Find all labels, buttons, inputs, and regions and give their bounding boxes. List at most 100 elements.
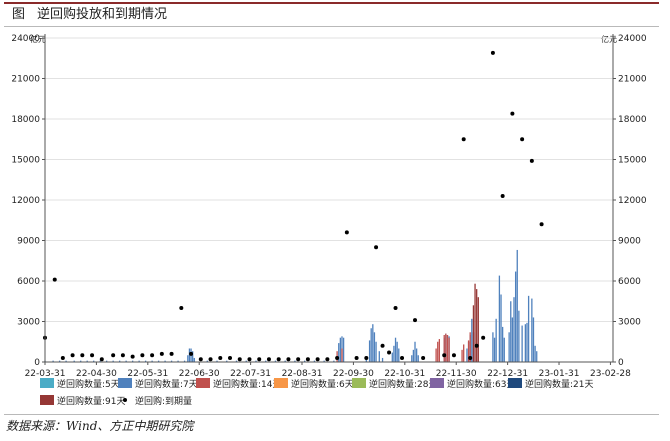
maturity-point [335, 355, 340, 360]
bar-repo-7d [411, 355, 413, 362]
maturity-point [169, 351, 174, 356]
bar-repo-7d [304, 360, 306, 362]
bar-repo-7d [414, 341, 416, 362]
bar-repo-7d [471, 318, 473, 362]
legend-item: 逆回购:到期量 [123, 395, 192, 407]
maturity-point [325, 357, 330, 362]
maturity-point [474, 343, 479, 348]
bar-repo-7d [365, 357, 367, 362]
legend-label: 逆回购:到期量 [135, 395, 192, 407]
bar-repo-7d [216, 360, 218, 362]
bar-repo-14d [435, 348, 437, 362]
bar-repo-91d [472, 305, 475, 362]
maturity-point [344, 230, 349, 235]
legend-swatch-icon [430, 378, 444, 388]
bar-repo-7d [338, 343, 340, 362]
maturity-point [393, 306, 398, 310]
bar-repo-7d [521, 325, 523, 362]
bar-repo-7d [396, 341, 398, 362]
bar-repo-7d [393, 345, 395, 362]
bar-repo-7d [412, 349, 415, 362]
bar-repo-7d [381, 357, 384, 362]
bar-repo-14d [445, 333, 447, 362]
chart-title-bar: 图逆回购投放和到期情况 [4, 2, 659, 27]
bar-repo-14d [341, 348, 343, 362]
x-tick-label: 22-03-31 [25, 369, 66, 379]
x-tick-label: 22-06-30 [179, 369, 220, 379]
y-tick-label-right: 3000 [618, 318, 641, 328]
legend-label: 逆回购数量:14天 [213, 378, 282, 390]
bar-repo-7d [370, 328, 372, 362]
bar-repo-7d [265, 360, 267, 362]
bar-repo-7d [125, 360, 127, 362]
bar-repo-7d [511, 317, 514, 362]
bar-repo-7d [284, 360, 286, 362]
legend-label: 逆回购数量:7天 [135, 378, 198, 390]
bar-repo-7d [394, 337, 397, 362]
legend-item: 逆回购数量:5天 [40, 378, 120, 390]
legend-swatch-icon [196, 378, 210, 388]
legend-item: 逆回购数量:21天 [508, 378, 594, 390]
bar-repo-7d [526, 322, 528, 362]
maturity-point [140, 353, 145, 358]
maturity-point [305, 357, 310, 362]
bar-repo-7d [323, 360, 325, 362]
y-unit-right: 亿元 [601, 34, 617, 44]
bar-repo-7d [375, 341, 377, 362]
legend-label: 逆回购数量:63天 [447, 378, 516, 390]
maturity-point [179, 306, 184, 310]
legend-swatch-icon [118, 378, 132, 388]
bar-repo-7d [531, 298, 533, 362]
legend-item: 逆回购数量:6天 [274, 378, 354, 390]
maturity-point [218, 355, 223, 360]
bar-repo-7d [183, 360, 186, 362]
maturity-point [52, 277, 57, 282]
bar-repo-7d [193, 357, 195, 362]
bar-repo-7d [417, 355, 419, 362]
bar-repo-7d [177, 360, 179, 362]
bar-repo-7d [514, 271, 517, 362]
bar-repo-7d [495, 318, 497, 362]
maturity-point [442, 353, 447, 358]
legend-swatch-icon [352, 378, 366, 388]
bar-repo-14d [461, 349, 463, 362]
bar-repo-14d [469, 332, 471, 362]
bar-repo-7d [106, 360, 108, 362]
bar-repo-7d [508, 332, 510, 362]
maturity-point [198, 357, 203, 362]
y-tick-label-left: 15000 [11, 156, 40, 166]
maturity-point [520, 137, 525, 142]
bar-repo-7d [510, 301, 512, 362]
legend-label: 逆回购数量:6天 [291, 378, 354, 390]
bar-repo-7d [119, 360, 121, 362]
bar-repo-7d [52, 360, 54, 362]
bar-repo-7d [500, 294, 502, 362]
maturity-point [315, 357, 320, 362]
y-tick-label-right: 12000 [618, 196, 647, 206]
bar-repo-7d [112, 360, 114, 362]
maturity-point [99, 357, 104, 362]
maturity-point [380, 343, 385, 348]
maturity-point [111, 353, 116, 358]
bar-repo-7d [493, 337, 496, 362]
maturity-point [490, 50, 495, 55]
maturity-point [150, 353, 155, 358]
bar-repo-7d [518, 310, 520, 362]
maturity-point [80, 353, 85, 358]
y-tick-label-left: 0 [34, 358, 40, 368]
bar-repo-91d [477, 297, 479, 362]
x-tick-label: 23-01-31 [539, 369, 580, 379]
bar-repo-7d [498, 275, 501, 362]
bar-repo-7d [58, 360, 61, 362]
x-tick-label: 22-12-31 [487, 369, 528, 379]
bar-repo-14d [446, 335, 449, 362]
legend-swatch-icon [508, 378, 522, 388]
maturity-point [364, 355, 369, 360]
maturity-point [500, 193, 505, 198]
bar-repo-7d [368, 340, 371, 362]
bar-repo-7d [192, 351, 194, 362]
bar-repo-7d [188, 348, 191, 362]
bar-repo-7d [342, 337, 345, 362]
maturity-point [461, 137, 466, 142]
